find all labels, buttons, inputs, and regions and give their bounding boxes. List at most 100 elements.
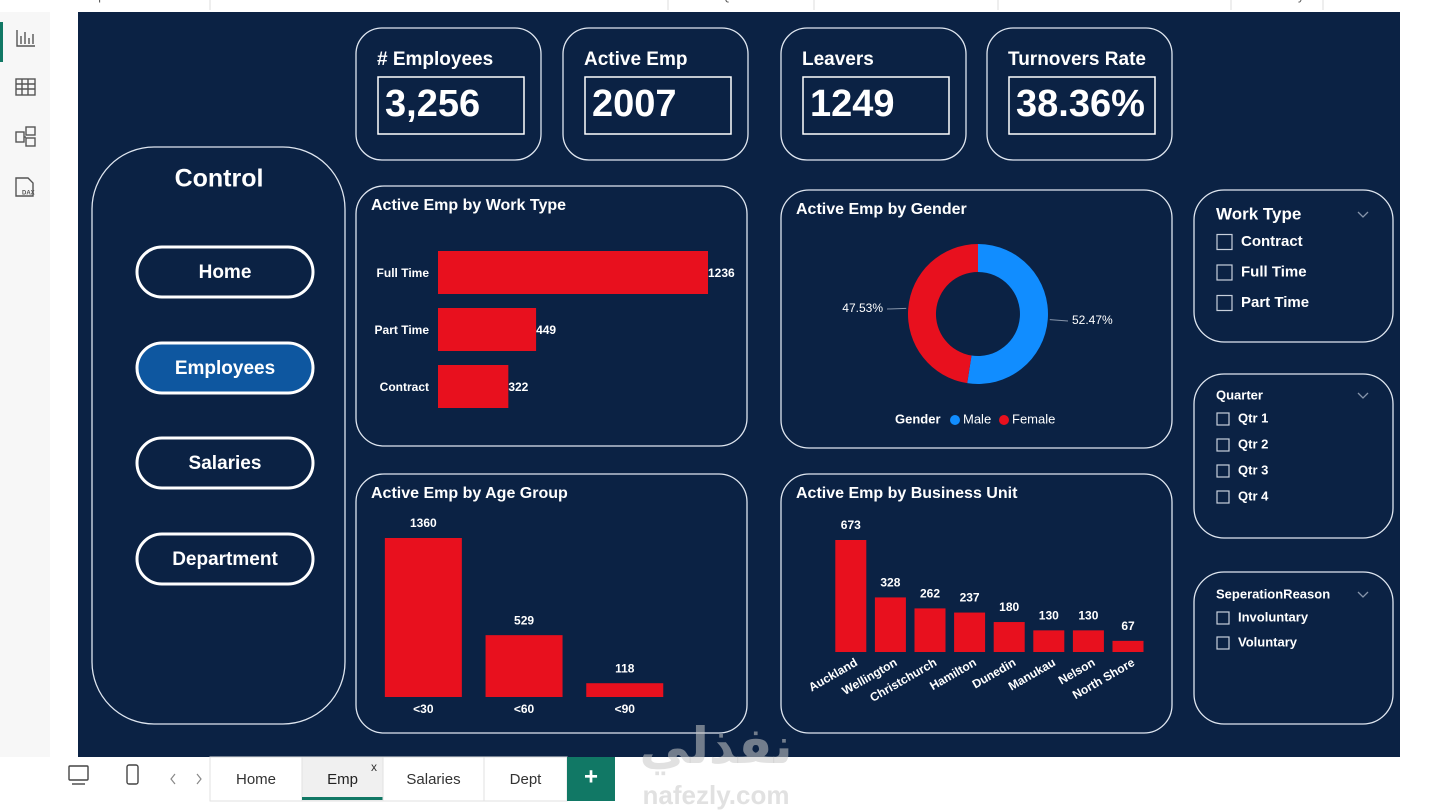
data-label: 262 bbox=[920, 587, 940, 601]
ribbon-label: Insert bbox=[891, 0, 922, 3]
slicer-checkbox[interactable] bbox=[1216, 611, 1230, 625]
slicer-item[interactable]: Qtr 2 bbox=[1238, 436, 1268, 451]
bar bbox=[586, 683, 664, 697]
mobile-icon[interactable] bbox=[126, 764, 139, 785]
data-label: 322 bbox=[508, 380, 528, 394]
nav-button[interactable] bbox=[135, 341, 315, 395]
slicer-checkbox[interactable] bbox=[1216, 233, 1233, 251]
bar bbox=[485, 635, 563, 697]
slicer-checkbox[interactable] bbox=[1216, 490, 1230, 504]
chart-panel bbox=[355, 185, 748, 447]
slicer-chevron[interactable] bbox=[1357, 591, 1369, 598]
ribbon-label: Queries bbox=[721, 0, 763, 3]
chart-title: Active Emp by Age Group bbox=[371, 485, 568, 502]
chart-title: Active Emp by Business Unit bbox=[796, 485, 1018, 502]
bar bbox=[384, 538, 462, 697]
slicer-item[interactable]: Involuntary bbox=[1238, 609, 1309, 624]
page-tab[interactable] bbox=[483, 756, 568, 802]
chart-panel bbox=[355, 473, 748, 734]
data-label: 529 bbox=[514, 613, 534, 627]
data-label: 130 bbox=[1078, 609, 1098, 623]
slicer-item[interactable]: Voluntary bbox=[1238, 634, 1298, 649]
data-label: 449 bbox=[536, 323, 556, 337]
bar bbox=[438, 365, 509, 408]
nav-button-label[interactable]: Home bbox=[199, 262, 252, 283]
chart-panel bbox=[780, 189, 1173, 449]
sidebar bbox=[0, 12, 50, 757]
slicer-panel bbox=[1193, 571, 1394, 725]
kpi-value: 3,256 bbox=[385, 83, 480, 125]
kpi-value: 1249 bbox=[810, 83, 895, 125]
slicer-title: Quarter bbox=[1216, 387, 1263, 402]
kpi-card bbox=[780, 27, 967, 161]
data-label: 237 bbox=[960, 591, 980, 605]
slicer-item[interactable]: Contract bbox=[1241, 233, 1303, 250]
slicer-checkbox[interactable] bbox=[1216, 464, 1230, 478]
slicer-checkbox[interactable] bbox=[1216, 438, 1230, 452]
desktop-icon[interactable] bbox=[68, 765, 89, 781]
slicer-item[interactable]: Full Time bbox=[1241, 263, 1307, 280]
kpi-card bbox=[986, 27, 1173, 161]
slicer-item[interactable]: Part Time bbox=[1241, 294, 1309, 311]
page-tab-label[interactable]: Emp bbox=[327, 771, 358, 788]
page-tab-label[interactable]: Home bbox=[236, 771, 276, 788]
ribbon bbox=[0, 0, 1433, 12]
nav-button[interactable] bbox=[135, 436, 315, 490]
slicer-panel bbox=[1193, 373, 1394, 539]
nav-button-label[interactable]: Employees bbox=[175, 358, 275, 379]
ribbon-label: Share bbox=[1344, 0, 1376, 3]
kpi-box bbox=[584, 76, 732, 135]
chart-panel bbox=[780, 473, 1173, 734]
kpi-title: # Employees bbox=[377, 49, 493, 70]
tab-close[interactable]: x bbox=[371, 760, 377, 774]
nav-button-label[interactable]: Salaries bbox=[189, 453, 262, 474]
dax-icon: DAX bbox=[22, 191, 35, 197]
add-page[interactable] bbox=[567, 757, 615, 801]
category-label: <60 bbox=[514, 702, 535, 716]
slicer-chevron[interactable] bbox=[1357, 211, 1369, 218]
slicer-item[interactable]: Qtr 1 bbox=[1238, 410, 1268, 425]
category-label: <30 bbox=[413, 702, 434, 716]
category-label: Contract bbox=[380, 380, 429, 394]
bar bbox=[438, 308, 537, 351]
nav-button[interactable] bbox=[135, 532, 315, 586]
kpi-value: 2007 bbox=[592, 83, 677, 125]
sidebar-active bbox=[0, 22, 3, 62]
kpi-value: 38.36% bbox=[1016, 83, 1145, 125]
slicer-checkbox[interactable] bbox=[1216, 636, 1230, 650]
page-tab-label[interactable]: Dept bbox=[510, 771, 543, 788]
category-label: Part Time bbox=[375, 323, 430, 337]
data-label: 52.47% bbox=[1072, 313, 1113, 327]
slicer-checkbox[interactable] bbox=[1216, 264, 1233, 281]
page-tab[interactable] bbox=[382, 756, 485, 802]
nav-button[interactable] bbox=[135, 245, 315, 299]
bar bbox=[874, 597, 906, 652]
chart-title: Active Emp by Work Type bbox=[371, 197, 566, 214]
legend-label: Female bbox=[1012, 411, 1055, 426]
kpi-title: Turnovers Rate bbox=[1008, 49, 1146, 70]
slicer-title: SeperationReason bbox=[1216, 586, 1330, 601]
category-label: <90 bbox=[615, 702, 636, 716]
category-label: Full Time bbox=[377, 266, 430, 280]
legend-label: Male bbox=[963, 411, 991, 426]
page-tab-label[interactable]: Salaries bbox=[406, 771, 460, 788]
bar bbox=[914, 608, 946, 652]
add-page-label[interactable]: + bbox=[584, 763, 598, 790]
slicer-checkbox[interactable] bbox=[1216, 294, 1233, 312]
tab-scroll[interactable] bbox=[170, 773, 202, 785]
slicer-checkbox[interactable] bbox=[1216, 412, 1230, 426]
data-label: 118 bbox=[615, 661, 635, 675]
bar bbox=[1112, 640, 1144, 652]
data-label: 1236 bbox=[708, 266, 735, 280]
slicer-chevron[interactable] bbox=[1357, 392, 1369, 399]
nav-button-label[interactable]: Department bbox=[172, 549, 278, 570]
data-label: 1360 bbox=[410, 516, 437, 530]
slicer-item[interactable]: Qtr 3 bbox=[1238, 462, 1268, 477]
kpi-box bbox=[1008, 76, 1156, 135]
slicer-item[interactable]: Qtr 4 bbox=[1238, 488, 1269, 503]
page-tab[interactable] bbox=[209, 756, 303, 802]
watermark-arabic: نفذلي bbox=[639, 718, 792, 775]
bar bbox=[835, 540, 867, 652]
kpi-card bbox=[562, 27, 749, 161]
ribbon-label: Calculations bbox=[1082, 0, 1147, 3]
